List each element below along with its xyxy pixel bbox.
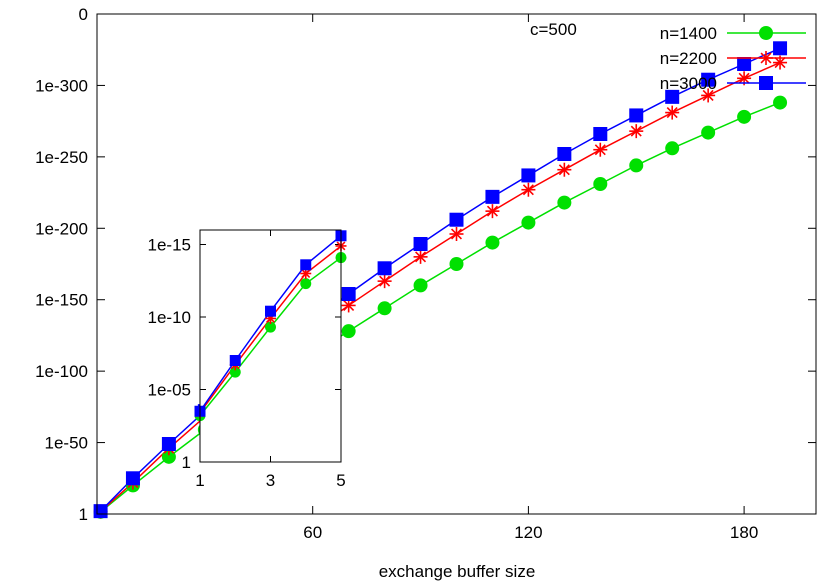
data-point-star [377,274,392,289]
data-point-circle [265,321,276,333]
data-point-circle [737,109,752,124]
data-point-star [557,162,572,177]
data-point-square [629,108,644,123]
data-point-circle [593,177,608,191]
data-point-circle [341,324,356,339]
data-point-square [773,41,788,56]
data-point-star [629,124,644,139]
y-tick-label: 1e-300 [35,76,88,95]
data-point-star [701,88,716,103]
data-point-square [413,237,428,251]
plot-frame [199,229,342,463]
y-tick-label: 1e-15 [148,236,191,255]
legend-marker-circle [759,26,773,40]
data-point-star [449,227,464,241]
annotation-c-value: c=500 [530,20,577,39]
data-point-star [413,249,428,264]
x-tick-label: 120 [514,523,542,542]
x-tick-label: 3 [266,471,275,490]
data-point-circle [449,257,464,271]
data-point-square [229,355,241,366]
x-tick-label: 180 [730,523,758,542]
y-tick-label: 1e-10 [148,308,191,327]
data-point-circle [413,278,428,293]
x-tick-label: 1 [195,471,204,490]
data-point-circle [229,366,241,378]
data-point-square [737,57,752,71]
data-point-square [485,189,500,204]
data-point-square [93,504,108,519]
data-point-square [125,471,140,486]
data-point-square [593,127,608,141]
data-point-circle [485,235,500,250]
legend: n=1400 n=2200 n=3000 [660,24,806,93]
legend-label: n=1400 [660,24,717,43]
data-point-square [701,72,716,87]
y-tick-label: 1 [79,505,88,524]
y-tick-label: 1 [182,453,191,472]
data-point-square [665,89,680,104]
x-axis-label: exchange buffer size [379,562,536,581]
legend-marker-square [759,76,773,90]
y-tick-label: 1e-200 [35,219,88,238]
plot-background [200,230,341,462]
data-point-square [341,287,356,301]
data-point-circle [629,158,644,173]
data-point-circle [773,95,788,110]
data-point-circle [557,195,572,210]
legend-marker-star [759,51,773,65]
data-point-circle [377,301,392,316]
y-tick-label: 1e-05 [148,381,191,400]
data-point-star [521,182,536,197]
data-point-circle [701,125,716,140]
data-point-square [265,305,276,317]
data-point-star [593,142,608,157]
legend-label: n=3000 [660,74,717,93]
x-tick-label: 5 [336,471,345,490]
data-point-star [485,204,500,219]
y-tick-label: 1e-50 [45,434,88,453]
data-point-square [449,212,464,227]
y-tick-label: 1e-150 [35,291,88,310]
data-point-square [557,147,572,161]
data-point-square [521,168,536,183]
data-point-circle [665,141,680,156]
data-point-circle [300,278,312,290]
y-tick-label: 1e-250 [35,148,88,167]
data-point-square [161,437,176,451]
y-tick-label: 1e-100 [35,362,88,381]
inset-plot: 1 3 5 1 1e-05 1e-10 1e-15 [148,229,347,490]
data-point-star [665,105,680,120]
data-point-square [377,261,392,276]
data-point-square [300,259,312,271]
legend-label: n=2200 [660,49,717,68]
x-tick-label: 60 [303,523,322,542]
y-tick-label: 0 [79,5,88,24]
data-point-circle [161,449,176,464]
data-point-circle [521,215,536,230]
plot-frame [96,13,817,515]
